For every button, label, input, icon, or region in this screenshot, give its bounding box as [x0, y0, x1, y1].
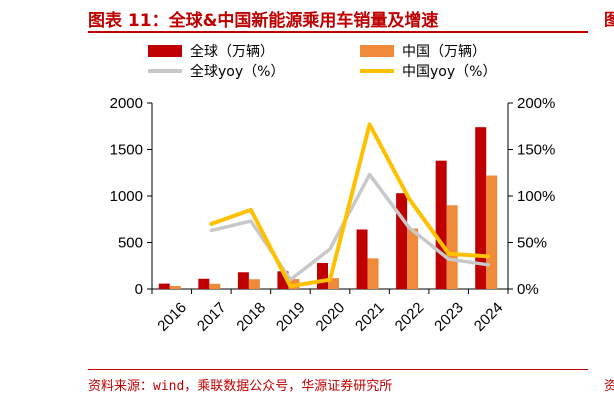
x-tick-label: 2020 — [313, 299, 349, 335]
source-note: 资料来源：wind，乘联数据公众号，华源证券研究所 — [88, 379, 393, 394]
legend-item-china-yoy: 中国yoy（%） — [360, 61, 496, 81]
legend-item-global-bar: 全球（万辆） — [148, 41, 274, 61]
legend-label-china-bar: 中国（万辆） — [402, 44, 486, 60]
x-tick-label: 2019 — [273, 299, 309, 335]
legend-item-global-yoy: 全球yoy（%） — [148, 61, 284, 81]
edge-clipped-mark-bottom: 资 — [604, 379, 614, 394]
footer-divider — [88, 369, 588, 370]
legend-swatch-china-bar — [360, 45, 394, 57]
x-tick-label: 2018 — [233, 299, 269, 335]
bar-global — [277, 271, 289, 289]
left-y-tick-label: 0 — [135, 281, 143, 298]
left-y-tick-label: 500 — [118, 235, 143, 252]
legend-item-china-bar: 中国（万辆） — [360, 41, 486, 61]
right-y-tick-label: 150% — [517, 142, 555, 159]
bar-china — [169, 286, 181, 289]
legend-label-global-yoy: 全球yoy（%） — [190, 64, 285, 80]
line-global-yoy — [209, 172, 490, 282]
legend-swatch-global-bar — [148, 45, 182, 57]
x-tick-label: 2021 — [352, 299, 388, 335]
x-tick-label: 2024 — [471, 299, 507, 335]
bar-global — [317, 262, 328, 289]
bar-china — [367, 258, 379, 289]
bar-china — [209, 283, 221, 289]
x-tick-label: 2022 — [392, 299, 428, 335]
bar-global — [475, 127, 487, 290]
x-tick-label: 2023 — [431, 299, 467, 335]
legend-swatch-global-yoy — [148, 69, 182, 73]
right-y-tick-label: 50% — [517, 235, 547, 252]
bar-global — [158, 283, 170, 289]
legend-label-global-bar: 全球（万辆） — [190, 44, 274, 60]
left-y-tick-label: 2000 — [110, 95, 143, 112]
bar-china — [328, 278, 339, 289]
chart-area: 0 500 1000 1500 2000 0% 50% 100% 150% 200% 2016 201… — [0, 32, 614, 370]
left-y-tick-label: 1500 — [110, 142, 143, 159]
right-y-tick-label: 200% — [517, 95, 555, 112]
bar-global — [356, 229, 368, 289]
legend-swatch-china-yoy — [360, 69, 394, 73]
bar-global — [396, 193, 408, 289]
bar-china — [248, 279, 260, 289]
legend-label-china-yoy: 中国yoy（%） — [402, 64, 497, 80]
title-divider — [88, 31, 588, 33]
x-tick-label: 2016 — [154, 299, 190, 335]
right-y-tick-label: 100% — [517, 188, 555, 205]
bar-china — [486, 175, 498, 289]
bar-global — [198, 278, 210, 289]
left-y-tick-label: 1000 — [110, 188, 143, 205]
x-tick-label: 2017 — [194, 299, 230, 335]
bar-china — [407, 228, 419, 289]
chart-title: 图表 11：全球&中国新能源乘用车销量及增速 — [88, 11, 439, 31]
bar-global — [237, 272, 249, 289]
line-china-yoy — [209, 122, 491, 289]
right-y-tick-label: 0% — [517, 281, 539, 298]
bar-global — [435, 160, 447, 289]
bar-china — [446, 205, 458, 289]
edge-clipped-mark: 图 — [604, 10, 614, 29]
